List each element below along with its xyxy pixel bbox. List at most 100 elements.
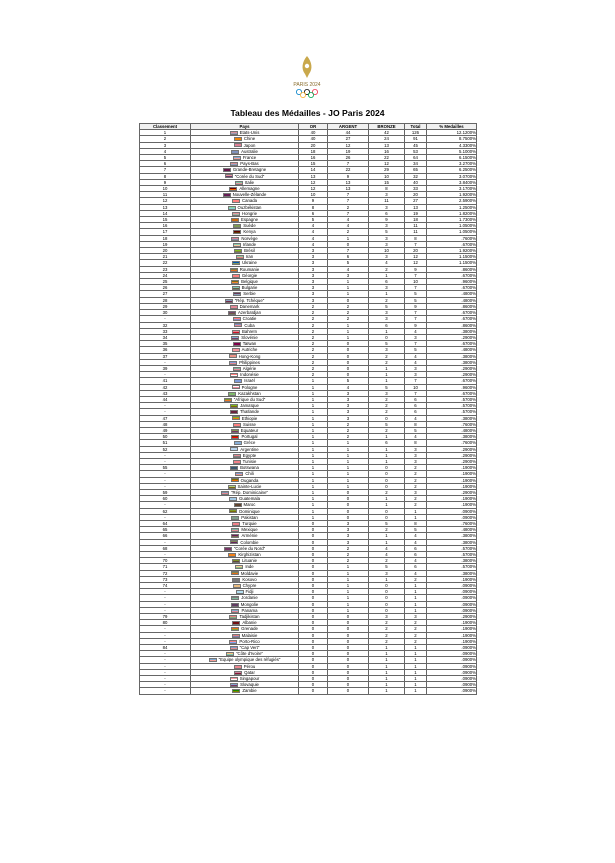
country-cell: Botswana	[190, 464, 299, 472]
flag-icon	[230, 447, 239, 452]
percent-cell: .5700%	[426, 395, 477, 404]
country-name: Pologne	[241, 384, 258, 390]
country-wrap: Grèce	[192, 441, 298, 446]
table-row: 36 Autriche 2 0 3 5.4800%	[139, 346, 477, 354]
country-name: Thaïlande	[239, 409, 260, 415]
percent-cell: .7600%	[426, 439, 477, 447]
total-cell: 1	[404, 687, 427, 695]
percent-cell: .7600%	[426, 420, 477, 428]
table-row: 72 Moldavie 0 1 3 4.3800%	[139, 569, 477, 577]
country-wrap: Turquie	[192, 522, 298, 526]
flag-icon	[233, 230, 242, 235]
percent-cell: .1900%	[426, 476, 477, 484]
table-row: - Tunisie 1 1 1 3.2900%	[139, 457, 477, 466]
country-name: Iran	[245, 254, 254, 260]
flag-icon	[231, 149, 240, 154]
country-cell: Italie	[190, 178, 299, 187]
percent-cell: .4800%	[426, 290, 477, 298]
flag-icon	[233, 292, 242, 297]
column-header: % Medailles	[426, 122, 477, 131]
percent-cell: .3800%	[426, 358, 477, 366]
country-cell: Colombie	[190, 538, 299, 546]
country-name: Pays-Bas	[240, 161, 259, 167]
flag-icon	[223, 397, 232, 402]
percent-cell: .9600%	[426, 383, 477, 391]
country-name: Tadjikistan	[239, 614, 260, 620]
percent-cell: .3800%	[426, 414, 477, 422]
country-cell: Grande-Bretagne	[190, 166, 299, 174]
country-name: Pérou	[243, 663, 256, 669]
flag-icon	[234, 379, 243, 383]
country-cell: Ethiopie	[190, 414, 299, 422]
country-name: Malaisie	[241, 632, 258, 638]
country-name: Azerbaïdjan	[238, 310, 261, 316]
country-name: Hong-Kong	[238, 353, 261, 359]
country-wrap: Lituanie	[192, 559, 298, 563]
percent-cell: .3800%	[426, 327, 477, 335]
country-wrap: Mongolie	[192, 602, 298, 607]
table-row: 3 Japon 20 12 13 45 4.3300%	[139, 141, 477, 149]
flag-icon	[235, 472, 244, 477]
table-row: 26 Bulgarie 3 1 3 7.6700%	[139, 284, 477, 292]
percent-cell: .5700%	[426, 408, 477, 416]
country-name: "Corée du Sud"	[234, 173, 265, 179]
country-wrap: Irlande	[192, 241, 298, 247]
country-wrap: Autriche	[192, 348, 298, 352]
table-row: 30 Azerbaïdjan 2 2 3 7.6700%	[139, 309, 477, 317]
country-wrap: Chine	[192, 137, 298, 142]
flag-icon	[222, 193, 231, 197]
flag-icon	[228, 552, 237, 557]
flag-icon	[229, 267, 238, 272]
country-wrap: Algérie	[192, 366, 298, 371]
country-wrap: Suède	[192, 224, 298, 228]
country-cell: Suisse	[190, 420, 299, 428]
country-wrap: Pays-Bas	[192, 161, 298, 167]
country-name: Ukraine	[242, 260, 257, 266]
table-row: - "Equipe olympique des réfugiés" 0 0 1 1.090…	[139, 656, 477, 664]
flag-icon	[231, 416, 240, 421]
country-wrap: Israël	[192, 378, 298, 384]
flag-icon	[229, 645, 238, 650]
table-row: 19 Irlande 4 0 3 7.6700%	[139, 240, 477, 249]
percent-cell: 1.1500%	[426, 259, 477, 267]
country-wrap: Australie	[192, 149, 298, 154]
country-wrap: Maroc	[192, 503, 298, 508]
percent-cell: .3800%	[426, 352, 477, 360]
table-row: - Jamaïque 1 3 2 6.5700%	[139, 402, 477, 410]
table-row: 18 Norvège 4 1 3 8.7600%	[139, 234, 477, 242]
country-name: Israël	[244, 378, 255, 384]
percent-cell: .2900%	[426, 371, 477, 379]
country-name: Japon	[243, 142, 256, 148]
paris-2024-logo: PARIS 2024	[282, 55, 332, 99]
country-wrap: "Corée du Nord"	[192, 546, 298, 551]
country-name: Serbie	[243, 291, 256, 297]
flag-icon	[228, 354, 237, 359]
flag-icon	[221, 490, 230, 495]
country-name: Nouvelle-Zélande	[232, 192, 267, 198]
table-row: 32 Cuba 2 1 6 9.8600%	[139, 321, 477, 329]
country-wrap: "Equipe olympique des réfugiés"	[192, 658, 298, 663]
flag-icon	[232, 366, 241, 371]
table-row: 13 Ouzbékistan 8 2 3 13 1.2500%	[139, 203, 477, 211]
flag-icon	[231, 335, 240, 340]
country-wrap: Ethiopie	[192, 416, 298, 421]
country-name: Irlande	[242, 241, 257, 247]
percent-cell: .2900%	[426, 445, 477, 453]
country-wrap: Belgique	[192, 280, 298, 284]
table-row: 5 France 16 26 22 64 6.1500%	[139, 153, 477, 162]
country-wrap: Albanie	[192, 621, 298, 625]
flag-icon	[232, 621, 241, 625]
table-row: 4 Australie 18 19 16 53 5.1000%	[139, 147, 477, 156]
country-name: Botswana	[240, 465, 259, 471]
country-name: Kazakhstan	[238, 390, 261, 396]
percent-cell: .8600%	[426, 265, 477, 273]
country-name: Croatie	[242, 316, 257, 322]
percent-cell: .2900%	[426, 333, 477, 342]
flag-icon	[227, 484, 236, 489]
olympic-logo-icon: PARIS 2024	[293, 56, 321, 99]
flag-icon	[229, 410, 238, 415]
flag-icon	[233, 503, 242, 508]
country-name: "Afrique du Sud"	[233, 396, 266, 402]
table-row: - Pakistan 1 0 0 1.0900%	[139, 513, 477, 522]
country-name: Colombie	[240, 539, 259, 545]
